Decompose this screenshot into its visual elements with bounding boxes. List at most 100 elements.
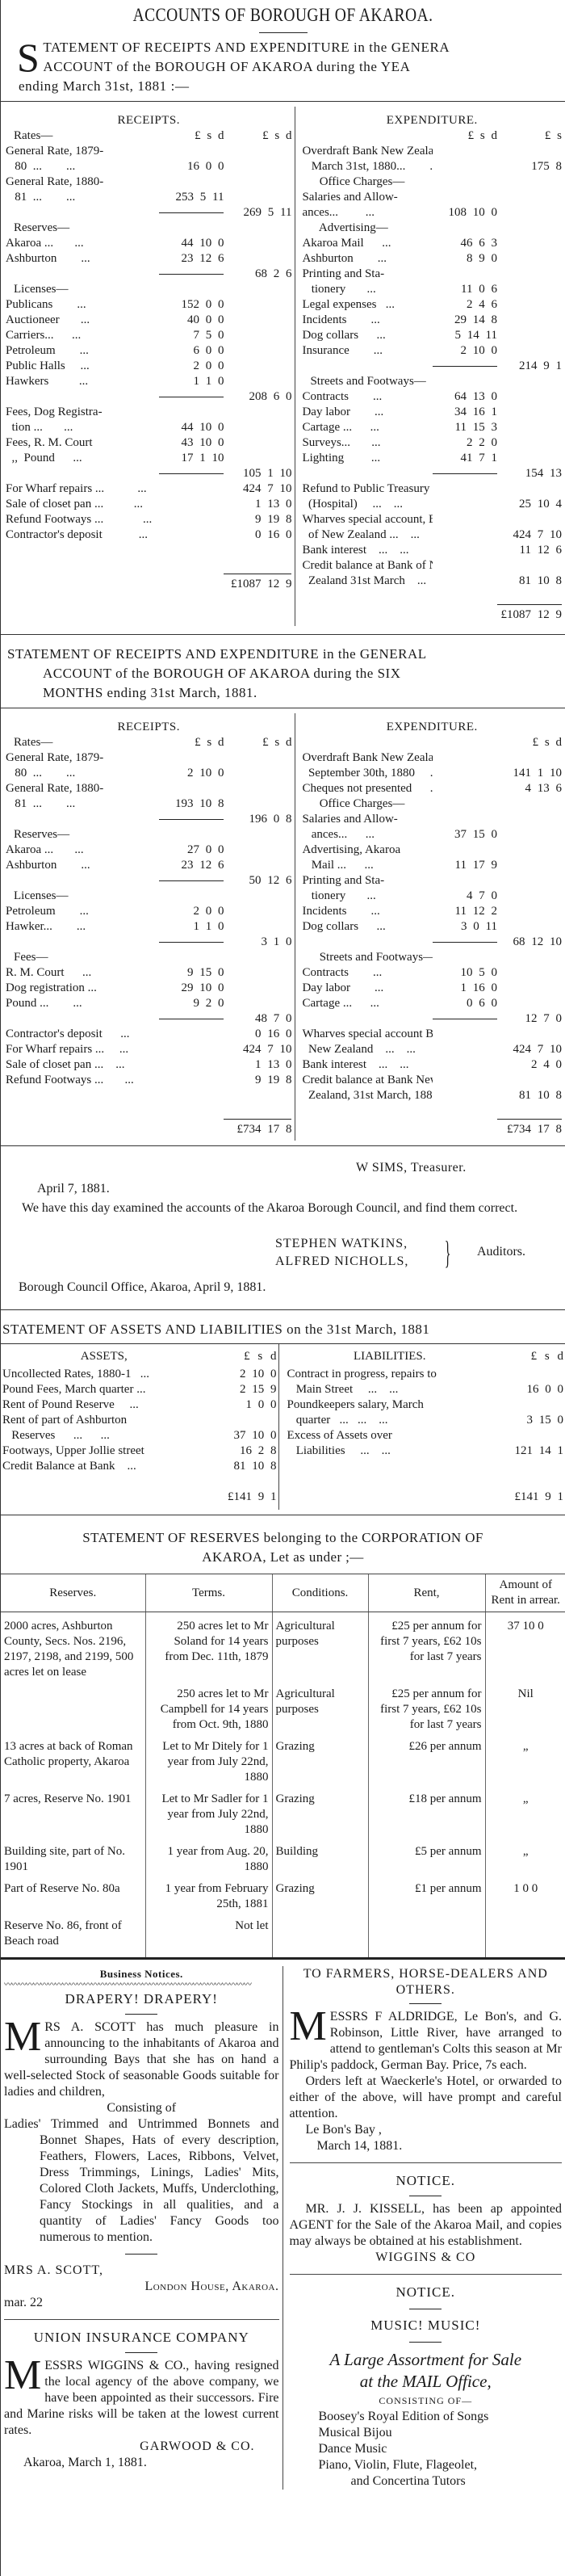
amount-col1: 108 10 0 <box>448 206 498 219</box>
row-label: Ashburton ... <box>302 252 387 265</box>
amount-col2 <box>497 1103 562 1119</box>
amount-col2 <box>497 558 562 574</box>
row-label: Reserves ... ... <box>2 1429 110 1442</box>
divider <box>289 2162 562 2163</box>
amount-col2 <box>224 159 291 174</box>
divider <box>125 2254 158 2255</box>
row-label <box>6 466 159 481</box>
amount-col2 <box>497 512 562 527</box>
amount-col1 <box>433 843 497 858</box>
table-row: Excess of Assets over <box>287 1428 564 1443</box>
table-row: 3 1 0 <box>6 935 291 950</box>
table-cell: „ <box>484 1785 565 1838</box>
divider <box>1 634 565 635</box>
reserves-table: Reserves. Terms. Conditions. Rent, Amount of… <box>1 1574 565 1960</box>
table-row: Credit Balance at Bank ... 81 10 8 <box>2 1459 277 1474</box>
amount-col1 <box>433 558 497 574</box>
amount-col1 <box>433 159 497 174</box>
amount-col2: £734 17 8 <box>497 1119 562 1136</box>
units-header: £ s d <box>530 1350 563 1363</box>
amount-col2 <box>224 996 291 1011</box>
amount-col1 <box>159 267 224 275</box>
row-label: Ashburton ... <box>6 252 90 265</box>
table-row: Contract in progress, repairs to <box>287 1367 564 1382</box>
table-row: Contracts ... 64 13 0 <box>302 389 562 405</box>
row-label: Hawker... ... <box>6 920 86 933</box>
row-label: Fees, R. M. Court <box>6 436 93 449</box>
amount-col1 <box>159 950 224 965</box>
table-cell: Nil <box>484 1680 565 1733</box>
amount-col1: 29 10 0 <box>181 981 224 994</box>
kissell-signed: WIGGINS & CO <box>375 2250 476 2264</box>
row-label: Pound ... ... <box>6 997 82 1010</box>
amount-col2 <box>224 950 291 965</box>
row-label <box>302 359 433 374</box>
table-row: Dog registration ... 29 10 0 <box>6 981 291 996</box>
table-row: £1087 12 9 <box>302 604 562 621</box>
row-label: Legal expenses ... <box>302 298 396 311</box>
amount-col2 <box>224 781 291 796</box>
ad-text: RS A. SCOTT has much pleasure in announc… <box>4 2020 279 2099</box>
table-row: Streets and Footways— <box>302 950 562 965</box>
amount-col1 <box>159 781 224 796</box>
row-label <box>302 935 433 950</box>
row-label <box>6 1119 159 1134</box>
table-cell: Building site, part of No. 1901 <box>4 1845 125 1873</box>
table-row: 7 acres, Reserve No. 1901 Let to Mr Sadle… <box>1 1785 565 1838</box>
table-row: Hawkers ... 1 1 0 <box>6 374 291 389</box>
table-row: Reserves— <box>6 827 291 843</box>
amount-col2 <box>497 297 562 313</box>
amount-col1 <box>159 750 224 766</box>
amount-col2 <box>497 481 562 497</box>
amount-col2 <box>224 750 291 766</box>
row-label: Contracts ... <box>302 966 383 979</box>
ad-text: ESSRS F ALDRIDGE, Le Bon's, and G. Robin… <box>289 2010 563 2072</box>
amount-col2 <box>497 750 562 766</box>
amount-col2 <box>224 221 291 236</box>
amount-col1 <box>159 221 224 236</box>
amount-col2: 3 1 0 <box>261 935 292 948</box>
amount-col2 <box>497 451 562 466</box>
amount-col1: 1 1 0 <box>193 375 224 388</box>
row-label: General Rate, 1879- <box>6 751 104 764</box>
amount-col1 <box>159 205 224 213</box>
row-label: Rates— <box>14 736 53 749</box>
amount-col1: 2 10 0 <box>460 344 498 357</box>
row-label: Publicans ... <box>6 298 86 311</box>
table-row: Petroleum ... 2 0 0 <box>6 904 291 919</box>
amount-col1: £141 9 1 <box>514 1490 564 1503</box>
ads-left-column: Business Notices. 〰〰〰〰〰〰〰〰〰〰〰〰〰〰〰〰〰〰〰〰〰〰… <box>1 1966 283 2490</box>
amount-col1 <box>159 543 224 558</box>
table-row: 81 ... ... 193 10 8 <box>6 796 291 812</box>
table-row: Incidents ... 11 12 2 <box>302 904 562 919</box>
table-row: Poundkeepers salary, March <box>287 1397 564 1413</box>
table-row: ances... ... 108 10 0 <box>302 205 562 221</box>
divider <box>409 2003 442 2004</box>
drapery-name: MRS A. SCOTT, <box>4 2263 103 2277</box>
column-header: Rent, <box>367 1574 485 1612</box>
table-row: Office Charges— <box>302 796 562 812</box>
table-row: General Rate, 1880- <box>6 174 291 190</box>
row-label: tionery ... <box>302 283 376 296</box>
amount-col2: 175 8 <box>531 160 562 173</box>
amount-col2 <box>497 328 562 343</box>
table-row: Cheques not presented ... 4 13 6 <box>302 781 562 796</box>
amount-col1: 46 6 3 <box>460 237 498 250</box>
table-row: 105 1 10 <box>6 466 291 481</box>
music-item: and Concertina Tutors <box>350 2474 466 2488</box>
amount-col2: 0 16 0 <box>254 528 292 541</box>
amount-col1 <box>433 497 497 512</box>
row-label: Cartage ... ... <box>302 421 379 434</box>
table-row: For Wharf repairs ... ... 424 7 10 <box>6 481 291 497</box>
table-cell: „ <box>484 1838 565 1875</box>
table-row: 269 5 11 <box>6 205 291 221</box>
amount-col1 <box>159 389 224 397</box>
amount-col1 <box>159 1119 224 1134</box>
amount-col2 <box>497 919 562 935</box>
table-row: Cartage ... ... 0 6 0 <box>302 996 562 1011</box>
row-label <box>302 466 433 481</box>
row-label: Main Street ... ... <box>287 1383 399 1396</box>
amount-col2 <box>497 389 562 405</box>
table-cell: Grazing <box>271 1785 368 1838</box>
table-cell: Grazing <box>271 1733 368 1785</box>
